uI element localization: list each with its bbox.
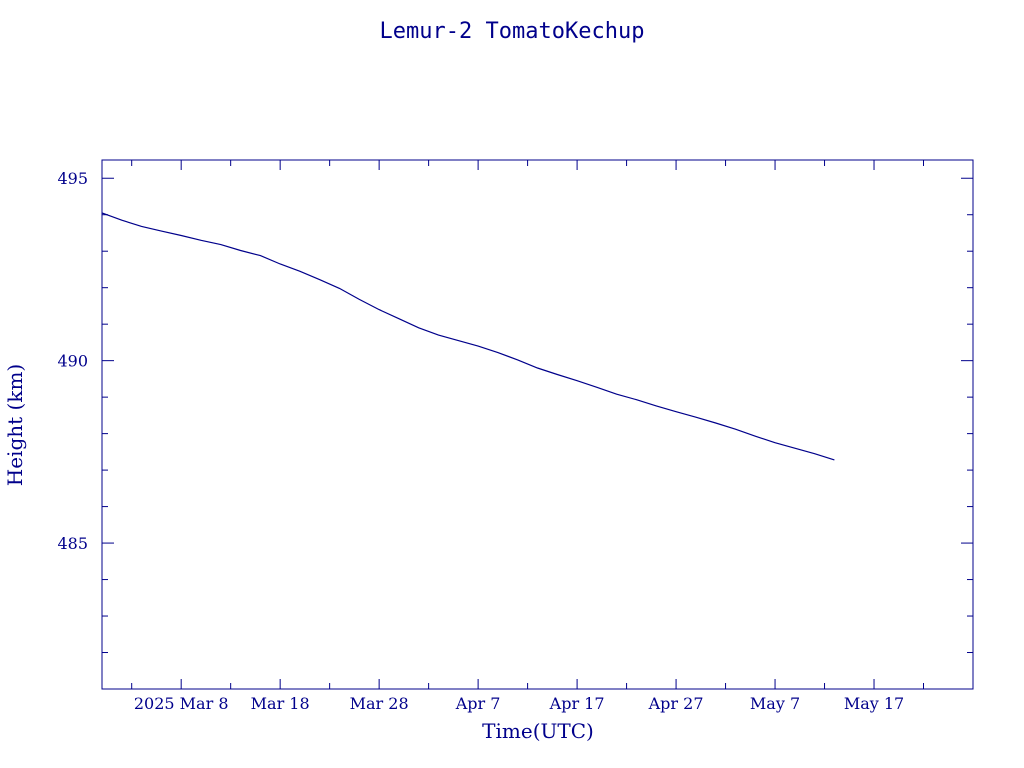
x-axis-label: Time(UTC) (482, 719, 594, 743)
x-tick-label: Apr 7 (455, 694, 501, 713)
x-tick-label: Mar 18 (251, 694, 310, 713)
axis-tick-labels: 2025 Mar 8 Mar 18 Mar 28 Apr 7 Apr 17 Apr 27 M… (57, 169, 904, 713)
y-tick-label: 495 (57, 169, 88, 188)
x-tick-label: May 17 (844, 694, 904, 713)
x-tick-label: May 7 (750, 694, 800, 713)
y-axis-label: Height (km) (3, 364, 27, 486)
x-tick-label: Mar 28 (350, 694, 409, 713)
x-tick-label: Apr 17 (549, 694, 605, 713)
series-layer (101, 212, 835, 461)
axis-ticks (102, 160, 973, 689)
y-tick-label: 490 (57, 352, 88, 371)
x-tick-label: Apr 27 (648, 694, 704, 713)
x-tick-label: 2025 Mar 8 (134, 694, 229, 713)
y-tick-label: 485 (57, 534, 88, 553)
height-series-line (101, 212, 835, 461)
chart-title: Lemur-2 TomatoKechup (380, 19, 645, 44)
plot-frame (101, 159, 974, 690)
